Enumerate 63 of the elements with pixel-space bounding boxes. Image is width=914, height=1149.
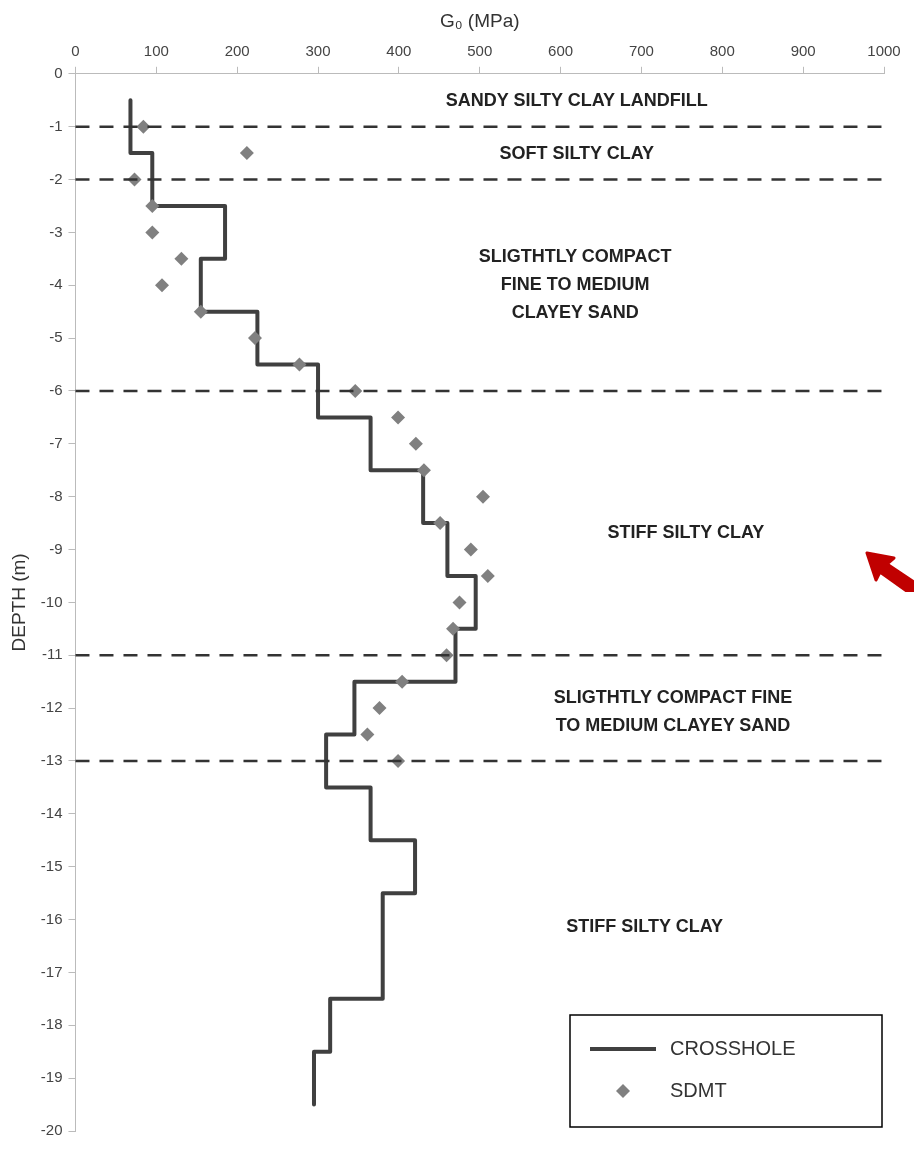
- point: [475, 489, 490, 504]
- annotation: SOFT SILTY CLAY: [499, 143, 655, 164]
- x-axis-title: G₀ (MPa): [439, 9, 520, 31]
- y-tick-label: -7: [49, 433, 63, 451]
- y-tick-label: -4: [49, 275, 63, 293]
- y-tick-label: -12: [40, 698, 63, 716]
- point: [174, 251, 189, 266]
- x-tick-label: 500: [467, 41, 493, 59]
- point: [145, 225, 160, 240]
- point: [239, 146, 254, 161]
- y-tick-label: -1: [49, 116, 63, 134]
- x-tick-label: 0: [71, 41, 80, 59]
- y-tick-label: -9: [49, 539, 63, 557]
- point: [463, 542, 478, 557]
- point: [136, 119, 151, 134]
- y-tick-label: -3: [49, 222, 63, 240]
- y-tick-label: -2: [49, 169, 63, 187]
- y-tick-label: -14: [40, 803, 63, 821]
- y-tick-label: -15: [40, 856, 63, 874]
- x-tick-label: 1000: [867, 41, 901, 59]
- x-tick-label: 600: [548, 41, 574, 59]
- annotation: SANDY SILTY CLAY LANDFILL: [445, 90, 708, 111]
- point: [372, 701, 387, 716]
- x-tick-label: 100: [143, 41, 169, 59]
- x-tick-label: 900: [790, 41, 816, 59]
- legend-label: CROSSHOLE: [670, 1036, 796, 1059]
- annotation: SLIGTHTLY COMPACT FINE TO MEDIUM CLAYEY SAND: [553, 687, 793, 736]
- annotation: STIFF SILTY CLAY: [607, 521, 765, 542]
- x-tick-label: 400: [386, 41, 412, 59]
- point: [433, 516, 448, 531]
- annotation: STIFF SILTY CLAY: [566, 915, 724, 936]
- legend-label: SDMT: [670, 1078, 727, 1101]
- point: [480, 568, 495, 583]
- y-tick-label: -8: [49, 486, 63, 504]
- point: [408, 436, 423, 451]
- point: [360, 727, 375, 742]
- y-tick-label: -19: [40, 1068, 63, 1086]
- x-tick-label: 300: [305, 41, 331, 59]
- x-tick-label: 700: [628, 41, 654, 59]
- point: [145, 198, 160, 213]
- point: [193, 304, 208, 319]
- y-tick-label: -18: [40, 1015, 63, 1033]
- point: [395, 674, 410, 689]
- point: [416, 463, 431, 478]
- point: [292, 357, 307, 372]
- point: [391, 410, 406, 425]
- y-tick-label: -5: [49, 328, 63, 346]
- y-tick-label: 0: [54, 63, 63, 81]
- point: [446, 621, 461, 636]
- point: [247, 331, 262, 346]
- x-tick-label: 200: [224, 41, 250, 59]
- point: [452, 595, 467, 610]
- y-tick-label: -17: [40, 962, 63, 980]
- annotation: SLIGTHTLY COMPACT FINE TO MEDIUM CLAYEY SAND: [478, 246, 672, 323]
- y-tick-label: -16: [40, 909, 63, 927]
- y-tick-label: -6: [49, 381, 63, 399]
- x-tick-label: 800: [709, 41, 735, 59]
- y-axis-title: DEPTH (m): [7, 553, 29, 652]
- y-tick-label: -13: [40, 751, 63, 769]
- y-tick-label: -20: [40, 1121, 63, 1139]
- y-tick-label: -10: [40, 592, 63, 610]
- y-tick-label: -11: [41, 645, 63, 663]
- point: [154, 278, 169, 293]
